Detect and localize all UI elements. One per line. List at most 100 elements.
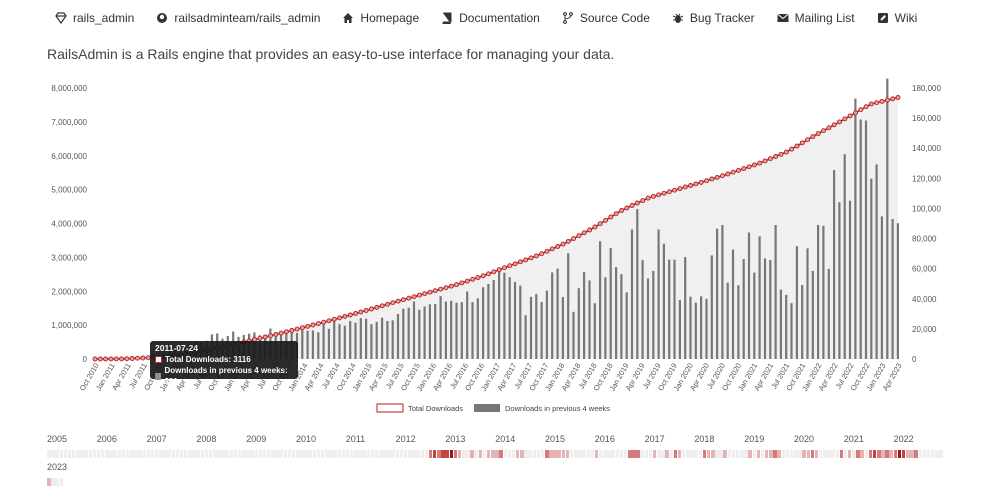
month-cell[interactable] bbox=[437, 450, 441, 458]
month-cell[interactable] bbox=[731, 450, 736, 458]
month-cell[interactable] bbox=[163, 450, 167, 458]
month-cell[interactable] bbox=[100, 450, 105, 458]
month-cell[interactable] bbox=[590, 450, 595, 458]
month-cell[interactable] bbox=[930, 450, 935, 458]
month-cell[interactable] bbox=[391, 450, 395, 458]
month-cell[interactable] bbox=[681, 450, 686, 458]
month-cell[interactable] bbox=[424, 450, 429, 458]
month-cell[interactable] bbox=[254, 450, 259, 458]
month-cell[interactable] bbox=[540, 450, 545, 458]
month-cell[interactable] bbox=[383, 450, 387, 458]
month-cell[interactable] bbox=[420, 450, 425, 458]
month-cell[interactable] bbox=[781, 450, 786, 458]
month-cell[interactable] bbox=[524, 450, 528, 458]
month-cell[interactable] bbox=[462, 450, 466, 458]
month-cell[interactable] bbox=[727, 450, 732, 458]
month-cell[interactable] bbox=[121, 450, 126, 458]
month-cell[interactable] bbox=[673, 450, 678, 458]
month-cell[interactable] bbox=[735, 450, 740, 458]
month-cell[interactable] bbox=[84, 450, 88, 458]
month-cell[interactable] bbox=[304, 450, 308, 458]
month-cell[interactable] bbox=[511, 450, 516, 458]
month-cell[interactable] bbox=[262, 450, 267, 458]
month-cell[interactable] bbox=[300, 450, 304, 458]
month-cell[interactable] bbox=[325, 450, 329, 458]
month-cell[interactable] bbox=[416, 450, 420, 458]
month-cell[interactable] bbox=[470, 450, 474, 458]
month-cell[interactable] bbox=[246, 450, 250, 458]
month-cell[interactable] bbox=[366, 450, 371, 458]
month-cell[interactable] bbox=[852, 450, 856, 458]
month-cell[interactable] bbox=[47, 450, 51, 458]
month-cell[interactable] bbox=[806, 450, 811, 458]
month-cell[interactable] bbox=[756, 450, 761, 458]
month-cell[interactable] bbox=[914, 450, 918, 458]
month-cell[interactable] bbox=[906, 450, 910, 458]
month-cell[interactable] bbox=[59, 478, 64, 486]
month-cell[interactable] bbox=[80, 450, 84, 458]
month-cell[interactable] bbox=[686, 450, 690, 458]
month-cell[interactable] bbox=[545, 450, 549, 458]
month-cell[interactable] bbox=[403, 450, 408, 458]
month-cell[interactable] bbox=[740, 450, 744, 458]
month-cell[interactable] bbox=[374, 450, 379, 458]
month-cell[interactable] bbox=[167, 450, 171, 458]
month-cell[interactable] bbox=[183, 450, 188, 458]
nav-link-wiki[interactable]: Wiki bbox=[877, 11, 917, 25]
month-cell[interactable] bbox=[200, 450, 205, 458]
month-cell[interactable] bbox=[258, 450, 263, 458]
month-cell[interactable] bbox=[578, 450, 582, 458]
month-cell[interactable] bbox=[59, 450, 64, 458]
month-cell[interactable] bbox=[711, 450, 715, 458]
month-cell[interactable] bbox=[839, 450, 844, 458]
month-cell[interactable] bbox=[171, 450, 176, 458]
month-cell[interactable] bbox=[715, 450, 719, 458]
month-cell[interactable] bbox=[217, 450, 221, 458]
month-cell[interactable] bbox=[134, 450, 138, 458]
month-cell[interactable] bbox=[192, 450, 196, 458]
month-cell[interactable] bbox=[395, 450, 400, 458]
month-cell[interactable] bbox=[872, 450, 877, 458]
month-cell[interactable] bbox=[748, 450, 752, 458]
month-cell[interactable] bbox=[698, 450, 703, 458]
month-cell[interactable] bbox=[910, 450, 914, 458]
month-cell[interactable] bbox=[457, 450, 462, 458]
month-cell[interactable] bbox=[702, 450, 707, 458]
month-cell[interactable] bbox=[661, 450, 665, 458]
month-cell[interactable] bbox=[449, 450, 454, 458]
month-cell[interactable] bbox=[864, 450, 869, 458]
month-cell[interactable] bbox=[636, 450, 640, 458]
month-cell[interactable] bbox=[204, 450, 209, 458]
nav-link-railsadminteam-rails-admin[interactable]: railsadminteam/rails_admin bbox=[156, 11, 320, 25]
month-cell[interactable] bbox=[478, 450, 483, 458]
month-cell[interactable] bbox=[565, 450, 570, 458]
month-cell[interactable] bbox=[628, 450, 632, 458]
month-cell[interactable] bbox=[271, 450, 275, 458]
month-cell[interactable] bbox=[785, 450, 790, 458]
month-cell[interactable] bbox=[130, 450, 134, 458]
month-cell[interactable] bbox=[594, 450, 599, 458]
month-cell[interactable] bbox=[926, 450, 931, 458]
month-cell[interactable] bbox=[918, 450, 923, 458]
month-cell[interactable] bbox=[694, 450, 698, 458]
month-cell[interactable] bbox=[287, 450, 292, 458]
nav-link-documentation[interactable]: Documentation bbox=[441, 11, 540, 25]
month-cell[interactable] bbox=[486, 450, 491, 458]
month-cell[interactable] bbox=[648, 450, 653, 458]
month-cell[interactable] bbox=[777, 450, 781, 458]
month-cell[interactable] bbox=[154, 450, 159, 458]
month-cell[interactable] bbox=[818, 450, 823, 458]
month-cell[interactable] bbox=[63, 450, 68, 458]
month-cell[interactable] bbox=[769, 450, 773, 458]
month-cell[interactable] bbox=[690, 450, 694, 458]
month-cell[interactable] bbox=[358, 450, 362, 458]
month-cell[interactable] bbox=[935, 450, 939, 458]
month-cell[interactable] bbox=[51, 478, 55, 486]
month-cell[interactable] bbox=[644, 450, 649, 458]
month-cell[interactable] bbox=[586, 450, 591, 458]
month-cell[interactable] bbox=[922, 450, 927, 458]
month-cell[interactable] bbox=[349, 450, 354, 458]
month-cell[interactable] bbox=[159, 450, 163, 458]
month-cell[interactable] bbox=[320, 450, 325, 458]
month-cell[interactable] bbox=[877, 450, 881, 458]
